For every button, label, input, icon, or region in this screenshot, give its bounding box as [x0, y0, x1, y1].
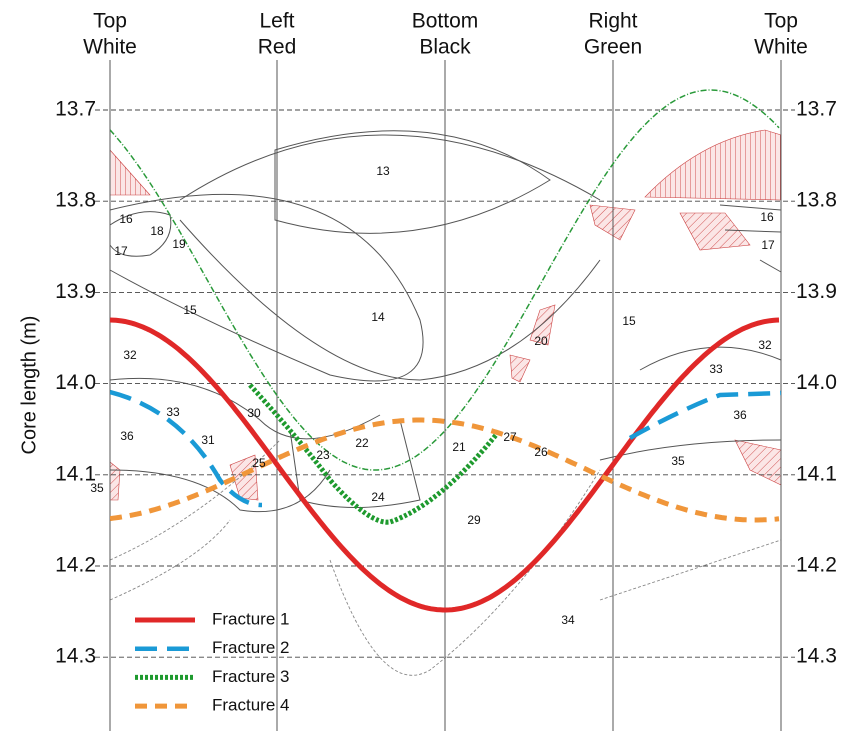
- region-label: 29: [467, 513, 481, 527]
- region-label: 35: [90, 481, 104, 495]
- tick-label: 14.3: [796, 645, 837, 668]
- region-label: 18: [150, 224, 164, 238]
- column-label: Top: [764, 10, 798, 33]
- region-label: 31: [201, 433, 215, 447]
- region-label: 21: [452, 440, 466, 454]
- column-label: Right: [588, 10, 637, 33]
- region-label: 32: [123, 348, 137, 362]
- outline: [180, 135, 600, 200]
- tick-label: 14.2: [796, 554, 837, 577]
- hatched-area: [110, 462, 120, 500]
- column-label: White: [83, 36, 137, 59]
- region-label: 20: [534, 334, 548, 348]
- region-label: 33: [166, 405, 180, 419]
- hatched-area: [645, 130, 781, 200]
- page: {"columns": [ {"line1": "Top", "line2": …: [0, 0, 846, 731]
- tick-label: 13.8: [55, 189, 96, 212]
- region-label: 22: [355, 436, 369, 450]
- region-label: 36: [120, 429, 134, 443]
- hatched-area: [110, 150, 150, 195]
- region-label: 24: [371, 490, 385, 504]
- core-log: Top White Left Red Bottom Black Right Green Top W…: [0, 0, 846, 731]
- tick-label: 13.7: [55, 98, 96, 121]
- tick-label: 14.3: [55, 645, 96, 668]
- tick-label: 14.1: [796, 462, 837, 485]
- tick-label: 13.7: [796, 98, 837, 121]
- region-label: 16: [760, 210, 774, 224]
- region-label: 34: [561, 613, 575, 627]
- column-label: Green: [584, 36, 642, 59]
- column-label: White: [754, 36, 808, 59]
- axis-title: Core length (m): [18, 316, 40, 455]
- region-label: 23: [316, 448, 330, 462]
- region-label: 36: [733, 408, 747, 422]
- column-label: Black: [419, 36, 471, 59]
- region-label: 13: [376, 164, 390, 178]
- region-label: 14: [371, 310, 385, 324]
- hatched-area: [735, 440, 781, 485]
- region-label: 25: [252, 456, 266, 470]
- region-label: 33: [709, 362, 723, 376]
- region-label: 26: [534, 445, 548, 459]
- column-label: Left: [259, 10, 294, 33]
- tick-label: 13.9: [796, 280, 837, 303]
- tick-label: 14.0: [55, 371, 96, 394]
- tick-label: 14.2: [55, 554, 96, 577]
- tick-label: 14.0: [796, 371, 837, 394]
- hatched-area: [510, 355, 530, 382]
- region-label: 15: [183, 303, 197, 317]
- tick-label: 13.8: [796, 189, 837, 212]
- region-label: 32: [758, 338, 772, 352]
- region-label: 19: [172, 237, 186, 251]
- region-label: 15: [622, 314, 636, 328]
- region-label: 27: [503, 430, 517, 444]
- column-label: Red: [258, 36, 297, 59]
- outline: [275, 131, 550, 234]
- outline: [180, 220, 600, 380]
- column-label: Top: [93, 10, 127, 33]
- region-label: 17: [114, 244, 128, 258]
- region-label: 17: [761, 238, 775, 252]
- legend-label: Fracture 4: [212, 696, 289, 715]
- legend-label: Fracture 1: [212, 609, 289, 628]
- legend-label: Fracture 2: [212, 638, 289, 657]
- legend-label: Fracture 3: [212, 667, 289, 686]
- tick-label: 13.9: [55, 280, 96, 303]
- trace: [140, 323, 759, 584]
- region-label: 30: [247, 406, 261, 420]
- hatched-area: [680, 213, 750, 250]
- outline: [110, 194, 423, 381]
- region-label: 16: [119, 212, 133, 226]
- column-label: Bottom: [412, 10, 479, 33]
- region-label: 35: [671, 454, 685, 468]
